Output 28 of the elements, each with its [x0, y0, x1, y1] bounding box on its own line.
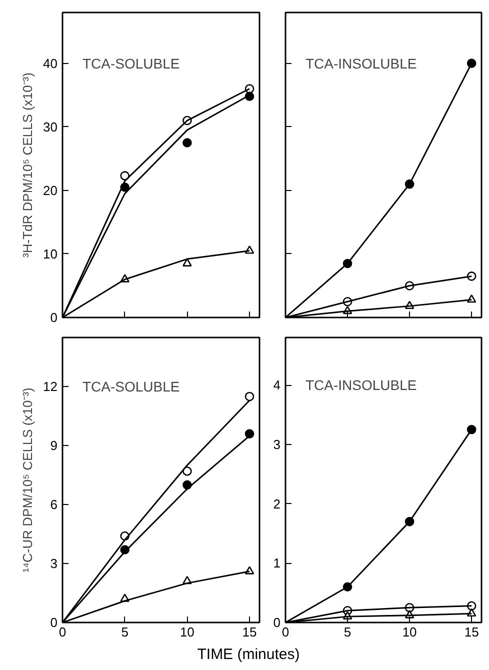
y-tick-label: 30 — [43, 119, 58, 134]
x-tick-label: 5 — [121, 624, 128, 640]
y-tick-label: 12 — [43, 379, 58, 394]
x-axis-title: TIME (minutes) — [197, 645, 300, 665]
y-tick-label: 20 — [43, 182, 58, 198]
y-tick-label: 9 — [50, 438, 58, 454]
text: TCA-SOLUBLE — [82, 378, 180, 395]
x-tick-label: 10 — [402, 624, 417, 640]
y-axis-title: ³H-TdR DPM/10⁵ CELLS (x10⁻³) — [20, 72, 36, 258]
y-tick-label: 3 — [273, 436, 281, 452]
x-tick-label: 15 — [464, 624, 479, 640]
y-axis-title: ¹⁴C-UR DPM/10⁵ CELLS (x10⁻³) — [20, 388, 36, 572]
y-tick-label: 2 — [273, 496, 281, 512]
y-tick-label: 0 — [50, 615, 58, 630]
y-tick-label: 3 — [50, 556, 58, 572]
y-tick-label: 0 — [273, 615, 281, 630]
y-tick-label: 40 — [43, 56, 58, 71]
text: TCA-INSOLUBLE — [306, 55, 417, 72]
y-tick-label: 1 — [273, 556, 281, 571]
x-tick-label: 5 — [344, 624, 352, 640]
text: TCA-SOLUBLE — [82, 55, 180, 72]
text: TCA-INSOLUBLE — [306, 377, 417, 393]
y-tick-label: 6 — [50, 497, 58, 512]
y-tick-label: 10 — [43, 246, 58, 262]
y-tick-label: 0 — [50, 310, 58, 325]
x-tick-label: 10 — [180, 624, 194, 640]
x-tick-label: 15 — [242, 624, 257, 640]
y-tick-label: 4 — [273, 378, 281, 392]
